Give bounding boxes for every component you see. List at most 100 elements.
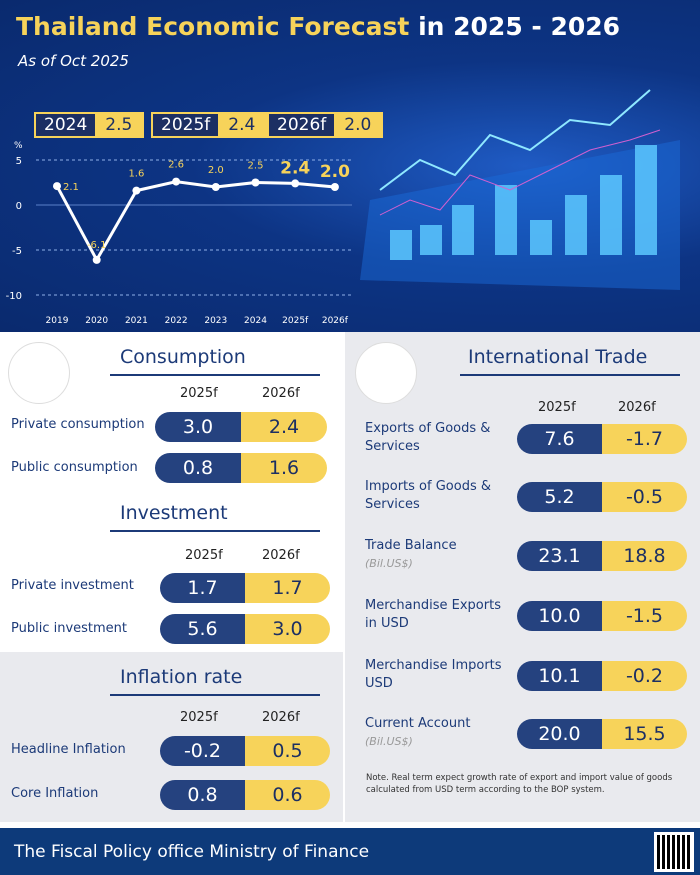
column-header-2025f: 2025f <box>180 710 218 725</box>
column-header-2025f: 2025f <box>538 400 576 415</box>
qr-code[interactable] <box>654 832 694 872</box>
subtitle: As of Oct 2025 <box>18 52 129 70</box>
inflation-section: Inflation rate 2025f 2026f Headline Infl… <box>0 652 343 822</box>
x-tick-label: 2025f <box>282 316 309 326</box>
data-label: -6.1 <box>87 240 107 251</box>
arrows-up-down-icon <box>8 660 70 722</box>
row-label: Headline Inflation <box>11 742 126 757</box>
x-tick-label: 2026f <box>322 316 349 326</box>
data-label: 2.5 <box>248 161 264 172</box>
x-tick-label: 2019 <box>46 316 69 326</box>
organization-name: The Fiscal Policy office Ministry of Fin… <box>14 842 370 862</box>
gdp-line-chart: % 5 0 -5 -10 2.1 2019 -6.1 2020 1.6 2021 2.6 2022 2.0… <box>6 141 352 326</box>
row-label-text: Imports of Goods & Services <box>365 479 491 512</box>
section-title: International Trade <box>468 346 648 368</box>
row-label-text: Merchandise Exports in USD <box>365 598 501 631</box>
y-tick-label: 5 <box>16 156 22 167</box>
title-years: in 2025 - 2026 <box>409 12 621 41</box>
value-2025f: 5.2 <box>517 482 602 512</box>
row-label: Merchandise Imports USD <box>365 657 515 693</box>
value-pill: 0.8 1.6 <box>155 453 327 483</box>
key-box-2026f: 2026f 2.0 <box>267 112 384 138</box>
row-label: Public consumption <box>11 460 138 475</box>
value-pill: 23.1 18.8 <box>517 541 687 571</box>
value-2025f: 3.0 <box>155 412 241 442</box>
value-2026f: 2.4 <box>241 412 327 442</box>
row-label-text: Merchandise Imports USD <box>365 658 502 691</box>
title-main: Thailand Economic Forecast <box>16 12 410 41</box>
page-title: Thailand Economic Forecast in 2025 - 202… <box>16 12 620 41</box>
value-2025f: -0.2 <box>160 736 245 766</box>
x-tick-label: 2024 <box>244 316 267 326</box>
value-2026f: 3.0 <box>245 614 330 644</box>
gdp-line <box>55 180 336 263</box>
data-label: 2.6 <box>168 160 184 171</box>
value-pill: -0.2 0.5 <box>160 736 330 766</box>
divider <box>110 694 320 696</box>
row-label: Trade Balance (Bil.US$) <box>365 537 515 573</box>
value-2026f: 18.8 <box>602 541 687 571</box>
divider <box>460 374 680 376</box>
value-2025f: 23.1 <box>517 541 602 571</box>
value-2025f: 5.6 <box>160 614 245 644</box>
column-header-2026f: 2026f <box>262 710 300 725</box>
value-pill: 10.0 -1.5 <box>517 601 687 631</box>
data-label: 2.0 <box>320 162 350 182</box>
column-header-2025f: 2025f <box>185 548 223 563</box>
divider <box>110 530 320 532</box>
shopping-basket-icon <box>8 342 70 404</box>
value-2025f: 0.8 <box>155 453 241 483</box>
data-point <box>172 177 181 186</box>
value-2025f: 0.8 <box>160 780 245 810</box>
value-2026f: -0.2 <box>602 661 687 691</box>
value-2026f: 1.7 <box>245 573 330 603</box>
value-2026f: -1.5 <box>602 601 687 631</box>
x-tick-label: 2023 <box>204 316 227 326</box>
value-2026f: 1.6 <box>241 453 327 483</box>
column-header-2026f: 2026f <box>618 400 656 415</box>
value-pill: 3.0 2.4 <box>155 412 327 442</box>
row-label: Public investment <box>11 621 128 636</box>
value-2026f: 0.6 <box>245 780 330 810</box>
value-pill: 20.0 15.5 <box>517 719 687 749</box>
crane-icon <box>8 498 70 560</box>
row-label: Exports of Goods & Services <box>365 420 515 456</box>
footnote: Note. Real term expect growth rate of ex… <box>366 773 673 795</box>
row-unit: (Bil.US$) <box>365 557 413 570</box>
data-label: 2.4 <box>280 158 310 178</box>
decorative-bar-chart-illustration <box>360 89 680 290</box>
row-label: Private consumption <box>11 417 145 432</box>
value-pill: 5.6 3.0 <box>160 614 330 644</box>
value-2025f: 10.1 <box>517 661 602 691</box>
data-point <box>330 183 339 191</box>
value-2026f: 15.5 <box>602 719 687 749</box>
key-value: 2.5 <box>95 114 143 136</box>
row-label: Merchandise Exports in USD <box>365 597 515 633</box>
value-pill: 1.7 1.7 <box>160 573 330 603</box>
data-point <box>251 178 260 187</box>
value-2025f: 7.6 <box>517 424 602 454</box>
data-point <box>92 255 101 264</box>
section-title: Inflation rate <box>120 666 243 688</box>
key-year: 2025f <box>153 114 219 136</box>
value-2026f: 0.5 <box>245 736 330 766</box>
divider <box>110 374 320 376</box>
row-label-text: Current Account <box>365 716 471 731</box>
value-2026f: -0.5 <box>602 482 687 512</box>
section-title: Investment <box>120 502 228 524</box>
y-tick-label: 0 <box>16 201 22 212</box>
y-tick-label: -10 <box>6 291 22 302</box>
x-tick-label: 2021 <box>125 316 148 326</box>
column-header-2026f: 2026f <box>262 386 300 401</box>
value-2025f: 10.0 <box>517 601 602 631</box>
data-label: 2.0 <box>208 165 224 176</box>
section-title: Consumption <box>120 346 246 368</box>
value-pill: 5.2 -0.5 <box>517 482 687 512</box>
data-label: 1.6 <box>128 169 144 180</box>
y-axis-label: % <box>14 141 23 151</box>
header-banner: Thailand Economic Forecast in 2025 - 202… <box>0 0 700 332</box>
value-pill: 0.8 0.6 <box>160 780 330 810</box>
key-box-2024: 2024 2.5 <box>34 112 145 138</box>
column-header-2025f: 2025f <box>180 386 218 401</box>
data-label: 2.1 <box>63 182 79 193</box>
